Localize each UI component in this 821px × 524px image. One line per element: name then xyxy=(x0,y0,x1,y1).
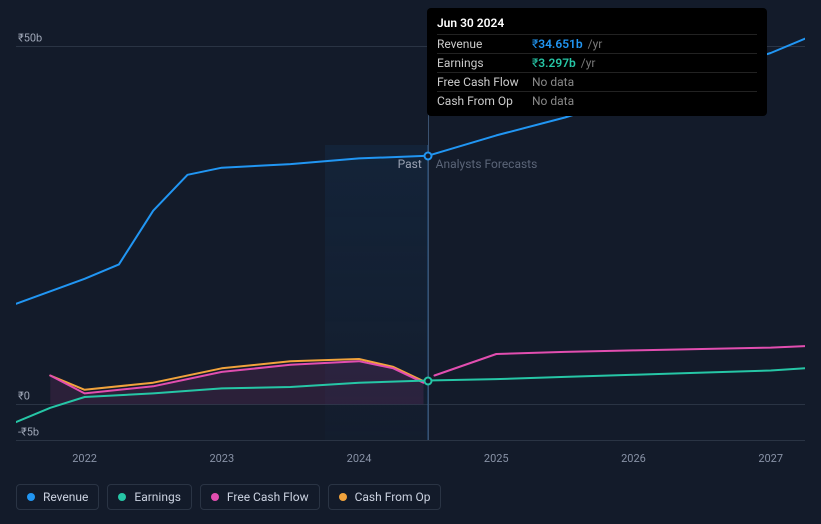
x-axis-label: 2025 xyxy=(484,452,509,465)
legend-item-cash-from-op[interactable]: Cash From Op xyxy=(328,484,442,510)
chart-marker-earnings xyxy=(423,376,432,385)
tooltip-row: Cash From OpNo data xyxy=(437,91,757,110)
tooltip-key: Cash From Op xyxy=(437,94,532,108)
chart-gridline xyxy=(16,440,805,441)
legend-label: Cash From Op xyxy=(355,490,431,504)
tooltip-key: Free Cash Flow xyxy=(437,75,532,89)
tooltip-value: ₹34.651b /yr xyxy=(532,37,602,51)
tooltip-row: Earnings₹3.297b /yr xyxy=(437,53,757,72)
x-axis-label: 2023 xyxy=(209,452,234,465)
tooltip-key: Earnings xyxy=(437,56,532,70)
chart-tooltip: Jun 30 2024Revenue₹34.651b /yrEarnings₹3… xyxy=(427,8,767,116)
x-axis-label: 2027 xyxy=(758,452,783,465)
legend-swatch-icon xyxy=(211,493,219,501)
tooltip-row: Free Cash FlowNo data xyxy=(437,72,757,91)
chart-marker-revenue xyxy=(423,151,432,160)
legend-label: Revenue xyxy=(43,490,88,504)
legend-swatch-icon xyxy=(27,493,35,501)
tooltip-key: Revenue xyxy=(437,37,532,51)
chart-legend: Revenue Earnings Free Cash Flow Cash From O… xyxy=(16,484,441,510)
tooltip-row: Revenue₹34.651b /yr xyxy=(437,34,757,53)
legend-swatch-icon xyxy=(118,493,126,501)
tooltip-value: No data xyxy=(532,75,574,89)
x-axis-label: 2024 xyxy=(347,452,372,465)
tooltip-title: Jun 30 2024 xyxy=(437,14,757,34)
legend-swatch-icon xyxy=(339,493,347,501)
x-axis-label: 2026 xyxy=(621,452,646,465)
x-axis-label: 2022 xyxy=(72,452,97,465)
tooltip-value: No data xyxy=(532,94,574,108)
legend-item-free-cash-flow[interactable]: Free Cash Flow xyxy=(200,484,320,510)
legend-label: Free Cash Flow xyxy=(227,490,309,504)
legend-item-earnings[interactable]: Earnings xyxy=(107,484,192,510)
legend-label: Earnings xyxy=(134,490,181,504)
legend-item-revenue[interactable]: Revenue xyxy=(16,484,99,510)
tooltip-value: ₹3.297b /yr xyxy=(532,56,595,70)
